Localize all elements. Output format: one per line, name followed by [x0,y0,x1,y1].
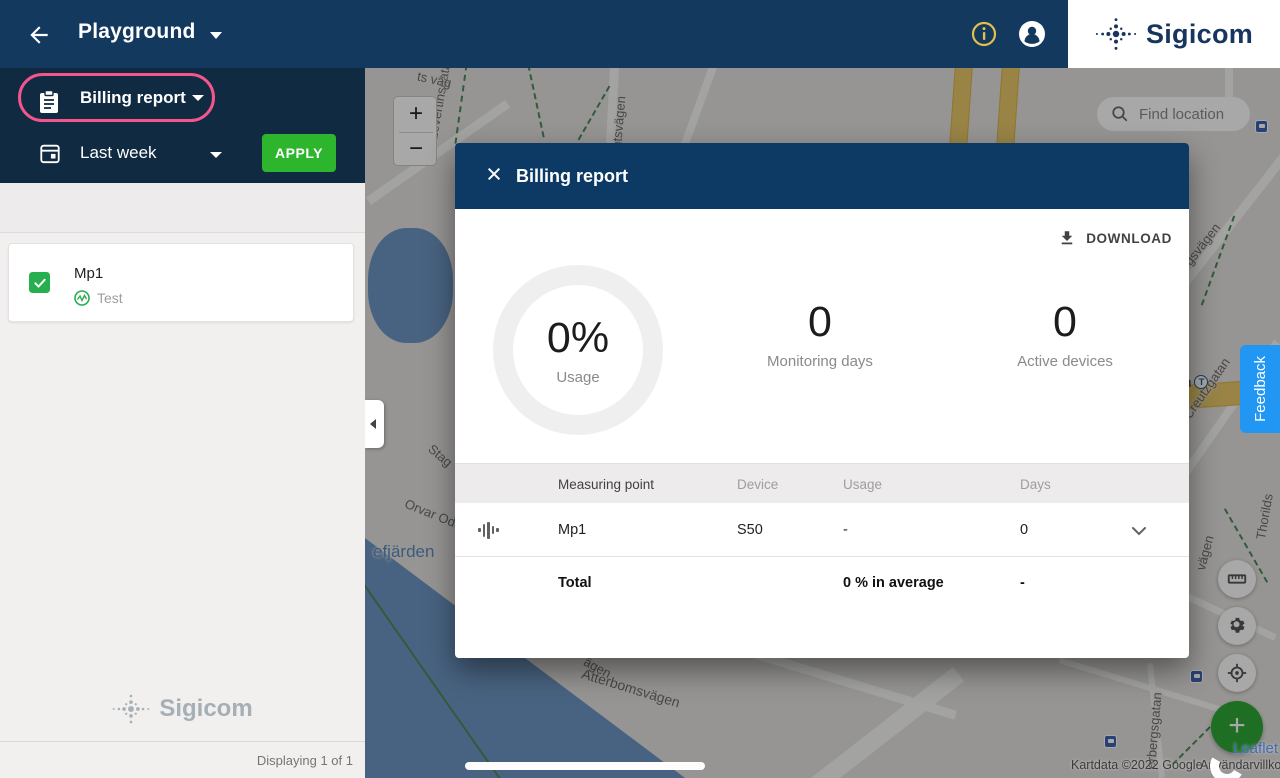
chevron-down-icon[interactable] [210,152,222,158]
mp-status-label: Test [97,290,123,306]
download-label: DOWNLOAD [1086,230,1172,246]
dialog-title: Billing report [516,165,628,186]
sidebar-collapse-handle[interactable] [365,400,384,448]
download-button[interactable]: DOWNLOAD [1058,229,1172,247]
project-title[interactable]: Playground [78,20,196,43]
measure-tool-button[interactable] [1218,560,1256,598]
col-device: Device [737,477,779,492]
water-label: efjärden [373,542,435,561]
apply-button[interactable]: APPLY [262,134,336,172]
col-usage: Usage [843,477,883,492]
total-usage: 0 % in average [843,575,944,591]
date-range-label: Last week [80,143,157,162]
divider [399,132,433,133]
expand-chevron-icon[interactable] [1127,519,1151,543]
measuring-point-card[interactable]: Mp1 Test [8,243,354,322]
add-measuring-point-fab[interactable]: + [1211,701,1263,753]
bus-stop-icon [1190,670,1203,683]
account-icon[interactable] [1018,20,1046,48]
download-icon [1061,231,1073,245]
monitoring-days-stat: 0 Monitoring days [710,298,930,370]
top-app-bar: Playground Sigicom [0,0,1280,68]
mp-status: Test [74,290,123,306]
row-days: 0 [1020,522,1029,538]
row-device: S50 [737,522,763,538]
row-mp-name: Mp1 [558,522,587,538]
bus-stop-icon [1104,735,1117,748]
report-selector-label: Billing report [80,87,186,107]
table-row[interactable]: Mp1 S50 - 0 [455,503,1189,557]
monitoring-days-value: 0 [808,298,832,346]
mp-checkbox[interactable] [29,272,50,293]
row-usage: - [843,522,848,538]
map-zoom-control: + − [393,96,437,166]
list-count-bar: Displaying 1 of 1 [0,742,365,778]
list-toolbar [0,183,365,401]
signal-status-icon [74,290,90,306]
metro-icon: T [1194,375,1209,389]
sigicom-logo-text: Sigicom [159,695,253,722]
info-icon[interactable] [970,20,998,48]
leaflet-attribution-link[interactable]: Leaflet [1233,740,1279,757]
table-total-row: Total 0 % in average - [455,557,1189,609]
back-arrow-icon[interactable] [26,22,52,48]
waveform-icon [478,520,500,540]
map-attribution: Kartdata ©2022 Google [1071,758,1203,772]
divider [0,741,365,742]
chevron-down-icon[interactable] [210,32,222,39]
bus-stop-icon [1255,120,1268,133]
gear-icon [1230,617,1245,633]
total-label: Total [558,575,592,591]
find-location-placeholder: Find location [1139,105,1225,123]
sigicom-logo-icon [113,694,150,724]
monitoring-days-label: Monitoring days [767,353,873,370]
col-days: Days [1020,477,1051,492]
sidebar-footer-logo: Sigicom [0,678,365,740]
usage-donut-chart: 0% Usage [493,265,663,435]
measuring-point-list: Mp1 Test Sigicom Displaying 1 of 1 [0,233,365,778]
col-measuring-point: Measuring point [558,477,655,492]
crosshair-icon [1227,663,1247,683]
sidebar-header-panel: Billing report Last week APPLY [0,68,365,183]
calendar-icon [40,144,60,164]
active-devices-value: 0 [1053,298,1077,346]
usage-value: 0% [546,314,610,362]
map-settings-button[interactable] [1218,607,1256,645]
feedback-tab[interactable]: Feedback [1240,345,1280,433]
map-terms-link[interactable]: Användarvillkor [1200,758,1280,772]
billing-report-dialog: × Billing report DOWNLOAD 0% Usage 0 Mon… [455,143,1189,658]
close-icon[interactable]: × [486,159,502,189]
highlight-outline [18,73,215,122]
checkmark-icon [33,278,46,288]
total-days: - [1020,575,1025,591]
displaying-count: Displaying 1 of 1 [256,753,353,768]
sigicom-logo-text: Sigicom [1145,18,1254,49]
date-range-selector[interactable]: Last week [0,130,240,176]
horizontal-scrollbar[interactable] [465,762,705,770]
dialog-header: × Billing report [455,143,1189,209]
sigicom-logo-icon [1095,18,1137,50]
report-type-selector[interactable]: Billing report [0,73,240,122]
zoom-in-button[interactable]: + [408,100,423,127]
map-water-lake [368,228,453,343]
locate-me-button[interactable] [1218,654,1256,692]
search-icon [1112,106,1128,122]
ruler-icon [1227,574,1247,584]
clipboard-icon [40,90,58,113]
active-devices-label: Active devices [1017,353,1113,370]
zoom-out-button[interactable]: − [408,135,423,162]
feedback-label: Feedback [1251,356,1269,422]
brand-logo: Sigicom [1068,0,1280,68]
find-location-search[interactable]: Find location [1097,97,1250,131]
active-devices-stat: 0 Active devices [955,298,1175,370]
usage-label: Usage [556,369,600,386]
mp-name: Mp1 [74,265,104,282]
table-header: Measuring point Device Usage Days [455,463,1189,503]
